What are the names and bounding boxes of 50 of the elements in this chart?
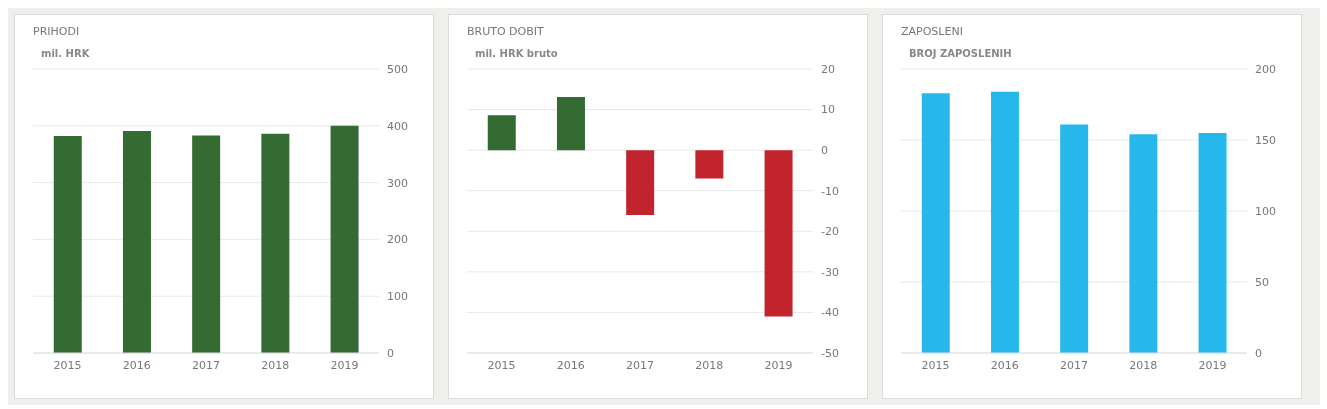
chart-title: BRUTO DOBIT: [467, 25, 545, 38]
y-tick-label: -30: [821, 265, 839, 279]
y-tick-label: -40: [821, 306, 839, 320]
y-tick-label: 10: [821, 103, 835, 117]
bar: [990, 91, 1019, 353]
x-tick-label: 2019: [764, 358, 793, 372]
bar: [1198, 132, 1227, 353]
bar: [1060, 124, 1089, 353]
y-axis-title: BROJ ZAPOSLENIH: [909, 48, 1013, 59]
x-tick-label: 2016: [990, 358, 1019, 372]
x-tick-label: 2019: [330, 358, 359, 372]
bar: [1129, 134, 1158, 353]
chart-title: ZAPOSLENI: [901, 25, 964, 38]
y-tick-label: 200: [387, 233, 408, 247]
y-tick-label: 0: [1255, 346, 1262, 360]
y-tick-label: 20: [821, 62, 835, 76]
x-tick-label: 2018: [1129, 358, 1158, 372]
x-tick-label: 2016: [122, 358, 151, 372]
y-tick-label: -10: [821, 184, 839, 198]
bar: [626, 150, 655, 216]
chart-title: PRIHODI: [33, 25, 81, 38]
x-tick-label: 2019: [1198, 358, 1227, 372]
x-tick-label: 2015: [53, 358, 82, 372]
x-tick-label: 2017: [1060, 358, 1088, 372]
x-tick-label: 2018: [261, 358, 290, 372]
x-tick-label: 2018: [695, 358, 724, 372]
bar: [695, 150, 724, 179]
x-tick-label: 2016: [556, 358, 585, 372]
y-tick-label: 0: [821, 144, 828, 158]
x-tick-label: 2017: [626, 358, 654, 372]
y-tick-label: 400: [387, 119, 408, 133]
x-tick-label: 2017: [192, 358, 220, 372]
x-tick-label: 2015: [921, 358, 950, 372]
bar: [921, 93, 950, 353]
y-tick-label: -50: [821, 346, 839, 360]
y-tick-label: 500: [387, 62, 408, 76]
bar: [487, 115, 516, 151]
y-tick-label: -20: [821, 225, 839, 239]
y-tick-label: 150: [1255, 133, 1276, 147]
y-axis-title: mil. HRK bruto: [475, 48, 559, 59]
y-axis-title: mil. HRK: [41, 48, 91, 59]
y-tick-label: 0: [387, 346, 394, 360]
bar: [556, 96, 585, 151]
y-tick-label: 50: [1255, 275, 1269, 289]
y-tick-label: 100: [387, 290, 408, 304]
y-tick-label: 300: [387, 176, 408, 190]
x-tick-label: 2015: [487, 358, 516, 372]
y-tick-label: 200: [1255, 62, 1276, 76]
y-tick-label: 100: [1255, 204, 1276, 218]
bar: [764, 150, 793, 317]
